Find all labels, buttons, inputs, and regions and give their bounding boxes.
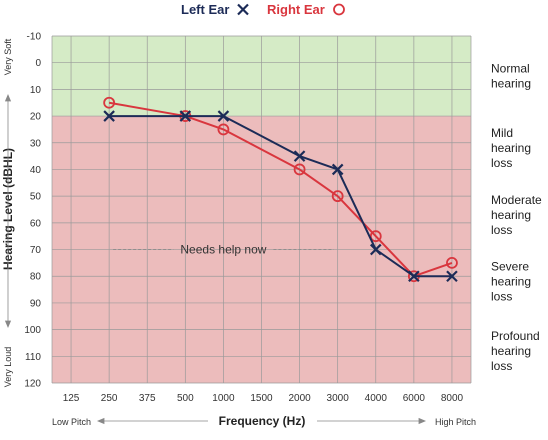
legend-marker-left-ear: [237, 3, 249, 16]
zone-label-1: Mild hearing loss: [491, 126, 531, 170]
y-tick-13: 120: [24, 379, 41, 390]
x-tick-6: 2000: [288, 393, 311, 404]
point-left-ear-1000: [217, 110, 230, 122]
x-tick-0: 125: [63, 393, 80, 404]
point-right-ear-250: [103, 96, 116, 109]
legend-marker-right-ear: [333, 3, 345, 16]
y-tick-1: 0: [35, 58, 41, 69]
legend-label-right-ear: Right Ear: [267, 2, 325, 17]
x-axis-label: Frequency (Hz): [219, 414, 306, 428]
y-tick-7: 60: [30, 218, 42, 229]
annotation-text: Needs help now: [180, 243, 266, 257]
zone-label-2: Moderate hearing loss: [491, 193, 542, 237]
x-tick-2: 375: [139, 393, 156, 404]
y-tick-5: 40: [30, 165, 42, 176]
point-right-ear-2000: [293, 163, 306, 176]
zone-label-0: Normal hearing: [491, 62, 531, 91]
point-right-ear-3000: [331, 190, 344, 203]
grid-lines: [51, 35, 472, 384]
high-pitch-label: High Pitch: [435, 417, 476, 427]
point-left-ear-4000: [369, 243, 382, 256]
y-tick-8: 70: [30, 245, 42, 256]
annotation-group: Needs help now: [113, 243, 334, 257]
x-tick-8: 4000: [365, 393, 388, 404]
point-left-ear-2000: [293, 150, 306, 162]
point-left-ear-3000: [331, 163, 344, 176]
side-arrows: [4, 93, 427, 425]
point-right-ear-1000: [217, 123, 230, 136]
x-tick-10: 8000: [441, 393, 464, 404]
y-tick-12: 110: [25, 352, 41, 363]
y-tick-6: 50: [30, 192, 42, 203]
point-right-ear-4000: [369, 230, 382, 243]
y-tick-3: 20: [30, 112, 42, 123]
x-tick-1: 250: [101, 393, 118, 404]
y-tick-0: -10: [27, 32, 42, 43]
zone-label-4: Profound hearing loss: [491, 329, 540, 373]
series-line-left-ear: [109, 115, 452, 278]
y-tick-4: 30: [30, 138, 42, 149]
legend-label-left-ear: Left Ear: [181, 2, 229, 17]
point-left-ear-8000: [446, 270, 458, 283]
y-tick-2: 10: [30, 85, 42, 96]
point-left-ear-6000: [408, 270, 420, 283]
x-tick-7: 3000: [327, 393, 350, 404]
series-line-right-ear: [108, 101, 453, 278]
x-tick-4: 1000: [212, 393, 235, 404]
point-left-ear-500: [179, 110, 192, 122]
point-right-ear-8000: [446, 256, 458, 269]
series-group: [103, 96, 458, 283]
y-tick-9: 80: [30, 272, 42, 283]
x-tick-labels: 125 250 375 500 1000 1500 2000 3000 4000 6000 8000: [63, 393, 464, 404]
x-tick-5: 1500: [250, 393, 273, 404]
y-tick-labels: -10 0 10 20 30 40 50 60 70 80 90 100 110 120: [24, 32, 41, 390]
legend: Left Ear Right Ear: [181, 2, 345, 17]
zone-labels: Normal hearing Mild hearing loss Moderate hear…: [491, 62, 542, 373]
point-left-ear-250: [103, 110, 115, 122]
y-tick-11: 100: [24, 325, 41, 336]
very-loud-label: Very Loud: [3, 347, 13, 388]
low-pitch-label: Low Pitch: [52, 417, 91, 427]
y-tick-10: 90: [30, 298, 42, 309]
x-tick-3: 500: [177, 393, 194, 404]
very-soft-label: Very Soft: [3, 38, 13, 75]
zone-label-3: Severe hearing loss: [491, 260, 531, 304]
x-tick-9: 6000: [403, 393, 426, 404]
